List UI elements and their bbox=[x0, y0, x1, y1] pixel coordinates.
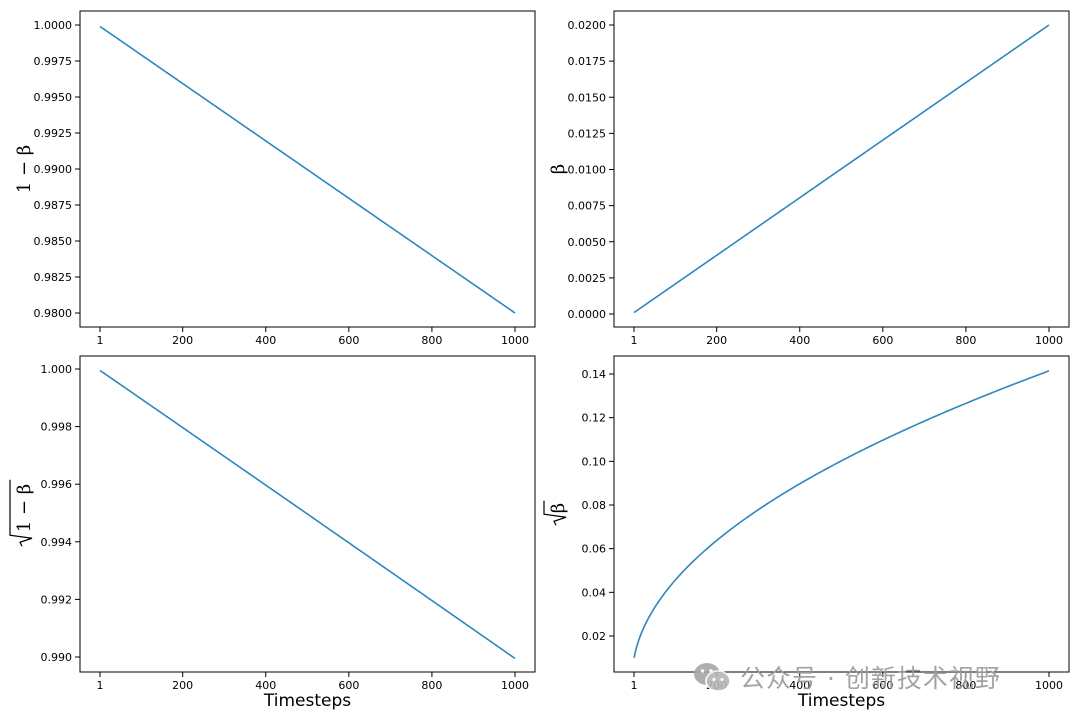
x-tick-label: 400 bbox=[255, 679, 276, 692]
x-tick-label: 600 bbox=[338, 679, 359, 692]
x-tick-label: 800 bbox=[955, 334, 976, 347]
series-line bbox=[633, 370, 1050, 659]
x-tick-label: 1000 bbox=[501, 334, 529, 347]
x-tick-label: 400 bbox=[789, 679, 810, 692]
x-tick-label: 1 bbox=[97, 334, 104, 347]
y-tick-label: 0.9850 bbox=[34, 235, 73, 248]
x-tick-label: 1000 bbox=[1035, 334, 1063, 347]
x-tick-label: 1 bbox=[97, 679, 104, 692]
x-tick-label: 600 bbox=[872, 334, 893, 347]
y-tick-label: 0.998 bbox=[41, 421, 73, 434]
x-tick-label: 400 bbox=[789, 334, 810, 347]
series-line bbox=[99, 25, 516, 314]
x-tick-label: 1000 bbox=[501, 679, 529, 692]
series-line bbox=[99, 369, 516, 660]
y-tick-label: 0.9800 bbox=[34, 307, 73, 320]
y-tick-label: 0.06 bbox=[582, 543, 607, 556]
watermark-text: 公众号 · 创新技术视野 bbox=[740, 664, 1001, 693]
y-tick-label: 0.10 bbox=[582, 455, 607, 468]
y-tick-label: 0.02 bbox=[582, 630, 607, 643]
y-tick-label: 0.9975 bbox=[34, 55, 73, 68]
x-tick-label: 1 bbox=[631, 334, 638, 347]
x-tick-label: 200 bbox=[706, 334, 727, 347]
y-tick-label: 0.990 bbox=[41, 651, 73, 664]
y-axis-title-text: β bbox=[548, 503, 569, 513]
y-tick-label: 0.0075 bbox=[568, 200, 607, 213]
y-tick-label: 0.9950 bbox=[34, 91, 73, 104]
y-tick-label: 0.0000 bbox=[568, 308, 607, 321]
x-tick-label: 200 bbox=[172, 334, 193, 347]
y-tick-label: 1.000 bbox=[41, 363, 73, 376]
y-tick-label: 0.992 bbox=[41, 593, 73, 606]
y-tick-label: 0.0125 bbox=[568, 127, 607, 140]
y-axis-title-text: 1 − β bbox=[14, 484, 35, 532]
y-axis-title-text: β bbox=[548, 164, 569, 174]
y-tick-label: 0.9875 bbox=[34, 199, 73, 212]
x-tick-label: 600 bbox=[338, 334, 359, 347]
y-tick-label: 0.9900 bbox=[34, 163, 73, 176]
y-tick-label: 0.0150 bbox=[568, 91, 607, 104]
y-tick-label: 0.0175 bbox=[568, 55, 607, 68]
subplot-3: 1 200 400 600 800 1000 0.990 0.992 0.994 0.996 0.9… bbox=[9, 355, 536, 711]
watermark: 公众号 · 创新技术视野 bbox=[692, 657, 1001, 697]
x-tick-label: 1000 bbox=[1035, 679, 1063, 692]
radical-sign bbox=[9, 479, 33, 547]
y-tick-label: 0.996 bbox=[41, 478, 73, 491]
series-line bbox=[633, 24, 1050, 314]
wechat-icon bbox=[694, 663, 731, 692]
y-axis-title: β bbox=[548, 164, 569, 174]
y-tick-label: 0.12 bbox=[582, 412, 607, 425]
subplot-4: 120040060080010000.020.040.060.080.100.1… bbox=[543, 355, 1070, 711]
x-tick-label: 800 bbox=[421, 334, 442, 347]
y-tick-label: 0.14 bbox=[582, 368, 607, 381]
y-tick-label: 0.9925 bbox=[34, 127, 73, 140]
y-tick-label: 1.0000 bbox=[34, 19, 73, 32]
y-tick-label: 0.9825 bbox=[34, 271, 73, 284]
x-tick-label: 800 bbox=[421, 679, 442, 692]
subplot-2: 1 200 400 600 800 1000 0.0000 0.0025 0.0050 0.007… bbox=[548, 10, 1070, 347]
y-tick-label: 0.994 bbox=[41, 536, 73, 549]
axes-frame bbox=[613, 355, 1070, 673]
axes-frame bbox=[79, 355, 536, 673]
x-tick-label: 200 bbox=[172, 679, 193, 692]
y-tick-label: 0.0100 bbox=[568, 164, 607, 177]
x-tick-label: 600 bbox=[872, 679, 893, 692]
y-tick-label: 0.0025 bbox=[568, 272, 607, 285]
x-axis-title: Timesteps bbox=[263, 691, 351, 711]
y-tick-label: 0.08 bbox=[582, 499, 607, 512]
y-axis-title-text: 1 − β bbox=[14, 145, 35, 193]
x-axis-title: Timesteps bbox=[797, 691, 885, 711]
radical-sign bbox=[543, 500, 567, 526]
x-tick-label: 400 bbox=[255, 334, 276, 347]
y-tick-label: 0.04 bbox=[582, 586, 607, 599]
y-axis-title: 1 − β bbox=[14, 145, 35, 193]
y-axis-title: β bbox=[543, 500, 569, 526]
subplot-1: 1 200 400 600 800 1000 0.9800 0.9825 0.9850 0.987… bbox=[14, 10, 536, 347]
y-tick-label: 0.0050 bbox=[568, 236, 607, 249]
x-tick-label: 1 bbox=[631, 679, 638, 692]
x-tick-label: 800 bbox=[955, 679, 976, 692]
y-tick-label: 0.0200 bbox=[568, 19, 607, 32]
y-axis-title: 1 − β bbox=[9, 479, 35, 547]
